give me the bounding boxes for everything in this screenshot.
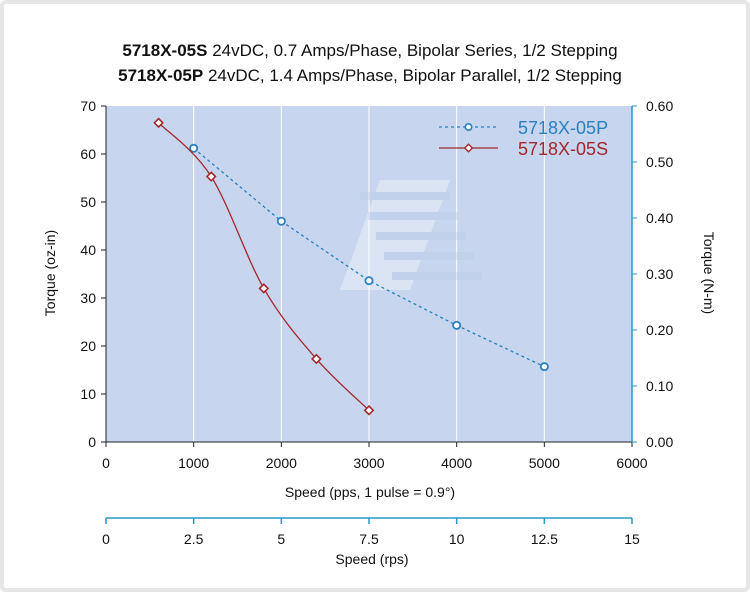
watermark-shape [340, 180, 450, 290]
data-point-diamond [153, 117, 164, 129]
y-tick-label: 70 [80, 98, 96, 114]
y2-tick-label: 0.60 [646, 98, 673, 114]
y2-tick-label: 0.10 [646, 378, 673, 394]
x-tick-label: 3000 [353, 455, 384, 471]
grid-lines [193, 106, 545, 442]
y-tick-label: 30 [80, 290, 96, 306]
data-point-circle [364, 276, 374, 286]
y2-tick-label: 0.40 [646, 210, 673, 226]
x2-tick-label: 15 [624, 531, 640, 547]
axes [101, 105, 637, 524]
y-tick-label: 40 [80, 242, 96, 258]
chart-title-line-2: 5718X-05P 24vDC, 1.4 Amps/Phase, Bipolar… [118, 66, 622, 85]
data-point-diamond [205, 171, 217, 182]
x2-tick-label: 2.5 [184, 531, 204, 547]
x-tick-label: 0 [102, 455, 110, 471]
y-tick-label: 10 [80, 386, 96, 402]
y2-tick-label: 0.20 [646, 322, 673, 338]
x-tick-label: 4000 [441, 455, 472, 471]
x2-tick-label: 12.5 [531, 531, 558, 547]
x2-tick-label: 10 [449, 531, 465, 547]
series-5718x-05s [153, 117, 375, 416]
legend-label-5718x-05p: 5718X-05P [518, 118, 608, 138]
y2-tick-label: 0.00 [646, 434, 673, 450]
data-point-diamond [258, 283, 270, 294]
title-spec-p: 24vDC, 1.4 Amps/Phase, Bipolar Parallel,… [203, 66, 622, 85]
x-tick-label: 6000 [616, 455, 647, 471]
y2-tick-label: 0.30 [646, 266, 673, 282]
watermark-logo [340, 180, 482, 290]
series-line [193, 147, 545, 368]
series-5718x-05p [189, 143, 549, 372]
y-axis-label: Torque (oz-in) [42, 230, 58, 316]
y-tick-label: 60 [80, 146, 96, 162]
y-tick-label: 0 [88, 434, 96, 450]
watermark-stripe [392, 272, 482, 280]
title-model-s: 5718X-05S [122, 41, 207, 60]
x2-tick-label: 0 [102, 531, 110, 547]
watermark-stripe [376, 232, 466, 240]
data-point-circle [189, 143, 199, 153]
x-tick-label: 5000 [529, 455, 560, 471]
legend-label-5718x-05s: 5718X-05S [518, 139, 608, 159]
x-axis-label: Speed (pps, 1 pulse = 0.9°) [285, 484, 455, 500]
chart-title-line-1: 5718X-05S 24vDC, 0.7 Amps/Phase, Bipolar… [122, 41, 617, 60]
x2-tick-label: 5 [277, 531, 285, 547]
data-point-diamond [363, 404, 375, 416]
watermark-stripe [360, 192, 450, 200]
title-model-p: 5718X-05P [118, 66, 203, 85]
y-tick-label: 50 [80, 194, 96, 210]
x2-axis-label: Speed (rps) [335, 551, 408, 567]
data-point-circle [452, 320, 462, 330]
x-tick-label: 1000 [178, 455, 209, 471]
x2-tick-label: 7.5 [359, 531, 379, 547]
title-spec-s: 24vDC, 0.7 Amps/Phase, Bipolar Series, 1… [207, 41, 617, 60]
data-point-diamond [311, 353, 322, 365]
y-tick-label: 20 [80, 338, 96, 354]
legend-marker-circle [464, 123, 473, 132]
data-point-circle [276, 216, 286, 226]
series-group [153, 117, 549, 416]
legend-marker-diamond [463, 143, 474, 153]
x-tick-label: 2000 [266, 455, 297, 471]
watermark-stripe [368, 212, 458, 220]
tick-labels: 0 1000 2000 3000 4000 5000 6000010203040506070… [80, 98, 673, 547]
watermark-stripe [384, 252, 474, 260]
data-point-circle [539, 362, 549, 372]
y2-tick-label: 0.50 [646, 154, 673, 170]
y2-axis-label: Torque (N-m) [701, 232, 717, 314]
